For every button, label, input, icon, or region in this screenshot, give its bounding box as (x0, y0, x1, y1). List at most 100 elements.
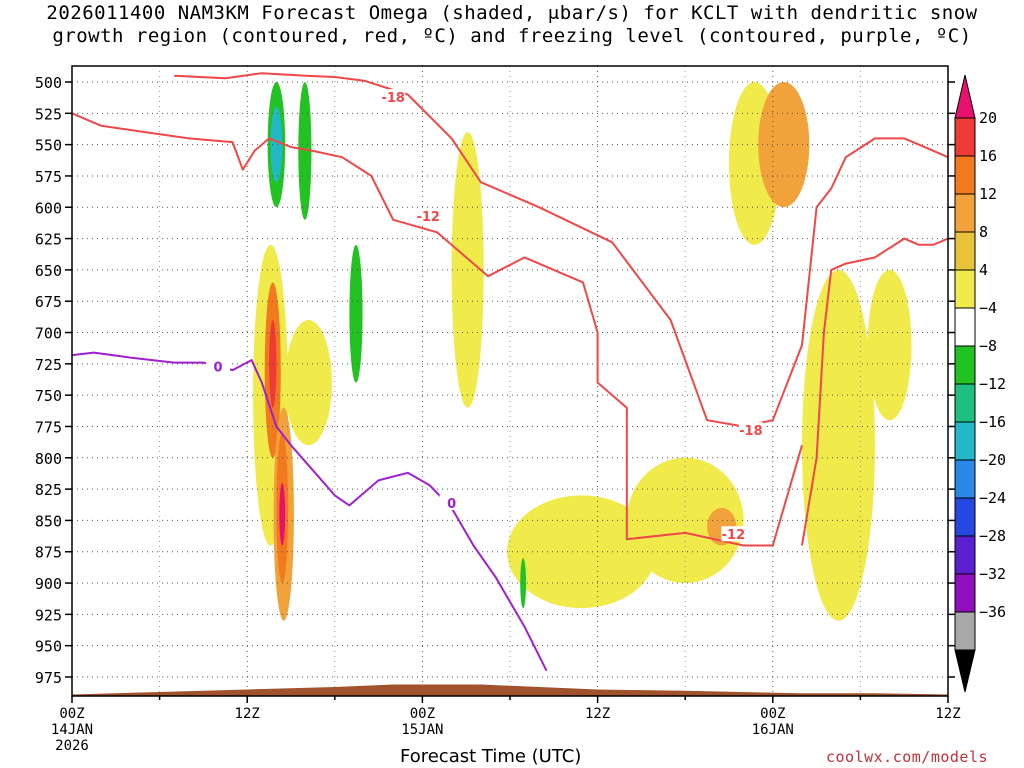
contour--12 (71, 112, 803, 547)
colorbar-box-12 (954, 573, 976, 613)
xtick-label-24-0: 00Z (410, 706, 435, 722)
x-axis-label: Forecast Time (UTC) (400, 746, 582, 767)
colorbar-label-12: −32 (979, 565, 1006, 583)
contour-labels: -18 -12 -18 -12 0 0 (206, 89, 763, 543)
ytick-label-575: 575 (35, 168, 62, 186)
colorbar-box-0 (954, 117, 976, 157)
ytick-label-700: 700 (35, 325, 62, 343)
terrain-ground (72, 684, 948, 696)
title-line-1: 2026011400 NAM3KM Forecast Omega (shaded… (46, 2, 978, 24)
omega-region-12 (758, 82, 810, 208)
xtick-label-36-0: 12Z (585, 706, 610, 722)
xtick-label-24-1: 15JAN (401, 722, 443, 738)
colorbar-box-9 (954, 459, 976, 499)
colorbar-label-9: −20 (979, 451, 1006, 469)
colorbar-label-4: 4 (979, 261, 988, 279)
contour--18b (743, 137, 949, 428)
colorbar-label-2: 12 (979, 185, 997, 203)
omega-region-18 (349, 244, 363, 383)
ytick-label-750: 750 (35, 387, 62, 405)
omega-region-14 (867, 269, 912, 421)
colorbar-label-3: 8 (979, 223, 988, 241)
contour-0 (71, 351, 548, 672)
colorbar-box-10 (954, 497, 976, 537)
omega-region-6 (285, 320, 332, 446)
ytick-label-550: 550 (35, 137, 62, 155)
colorbar-label-13: −36 (979, 603, 1006, 621)
colorbar-box-11 (954, 535, 976, 575)
colorbar-box-7 (954, 383, 976, 423)
xtick-label-12-0: 12Z (235, 706, 260, 722)
xtick-label-0-2: 2026 (55, 738, 89, 754)
ytick-label-775: 775 (35, 418, 62, 436)
ytick-label-950: 950 (35, 638, 62, 656)
colorbar-box-5 (954, 307, 976, 347)
colorbar-box-8 (954, 421, 976, 461)
ytick-label-975: 975 (35, 669, 62, 687)
ytick-label-875: 875 (35, 544, 62, 562)
contour-label-2: -18 (739, 424, 763, 439)
ytick-label-925: 925 (35, 606, 62, 624)
colorbar-label-10: −24 (979, 489, 1006, 507)
ytick-label-800: 800 (35, 450, 62, 468)
chart-title: 2026011400 NAM3KM Forecast Omega (shaded… (0, 2, 1024, 48)
contour-label-bg-2 (738, 422, 763, 438)
colorbar: 20 16 12 8 4 −4 −8 −12 −16 −20 −24 −28 −32 −36 (954, 74, 1006, 693)
colorbar-label-6: −8 (979, 337, 997, 355)
xtick-label-48-1: 16JAN (752, 722, 794, 738)
contour-label-5: 0 (447, 497, 456, 512)
ytick-label-850: 850 (35, 512, 62, 530)
xtick-label-48-0: 00Z (760, 706, 785, 722)
contour-label-bg-4 (206, 358, 230, 374)
gridlines (72, 66, 948, 696)
colorbar-box-3 (954, 231, 976, 271)
colorbar-box-6 (954, 345, 976, 385)
xtick-label-0-1: 14JAN (51, 722, 93, 738)
contour-label-bg-1 (416, 208, 441, 224)
colorbar-label-8: −16 (979, 413, 1006, 431)
y-axis-ticks: 500 525 550 575 600 625 650 675 700 725 750 775 800 8… (35, 74, 955, 687)
colorbar-bottom-arrow (954, 649, 976, 693)
contour-label-bg-5 (439, 494, 464, 510)
title-line-2: growth region (contoured, red, ºC) and f… (52, 25, 972, 47)
omega-region-13 (802, 269, 875, 621)
omega-region-8 (507, 495, 656, 609)
ytick-label-525: 525 (35, 105, 62, 123)
ytick-label-725: 725 (35, 356, 62, 374)
omega-region-17 (298, 81, 312, 220)
omega-region-19 (520, 558, 527, 609)
colorbar-box-4 (954, 269, 976, 309)
temperature-contours (71, 72, 949, 672)
terrain-fill (72, 684, 948, 696)
omega-shading (253, 81, 912, 621)
colorbar-box-13 (954, 611, 976, 651)
omega-region-5 (279, 482, 286, 546)
colorbar-top-arrow (954, 74, 976, 119)
colorbar-label-5: −4 (979, 299, 997, 317)
ytick-label-650: 650 (35, 262, 62, 280)
contour--18 (174, 72, 744, 428)
ytick-label-900: 900 (35, 575, 62, 593)
contour-label-4: 0 (213, 360, 222, 375)
contour-label-0: -18 (381, 91, 405, 106)
contour-label-1: -12 (416, 210, 440, 225)
xtick-label-60-0: 12Z (935, 706, 960, 722)
ytick-label-825: 825 (35, 481, 62, 499)
contour-label-bg-0 (381, 89, 406, 105)
contour-label-3: -12 (722, 528, 746, 543)
colorbar-label-0: 20 (979, 109, 997, 127)
colorbar-box-2 (954, 193, 976, 233)
colorbar-box-1 (954, 155, 976, 195)
ytick-label-500: 500 (35, 74, 62, 92)
omega-region-16 (270, 107, 283, 183)
colorbar-label-7: −12 (979, 375, 1006, 393)
ytick-label-600: 600 (35, 199, 62, 217)
ytick-label-675: 675 (35, 293, 62, 311)
omega-region-9 (626, 457, 744, 584)
xtick-label-0-0: 00Z (59, 706, 84, 722)
ytick-label-625: 625 (35, 231, 62, 249)
contour-label-bg-3 (721, 526, 746, 542)
credit-link[interactable]: coolwx.com/models (826, 748, 989, 766)
